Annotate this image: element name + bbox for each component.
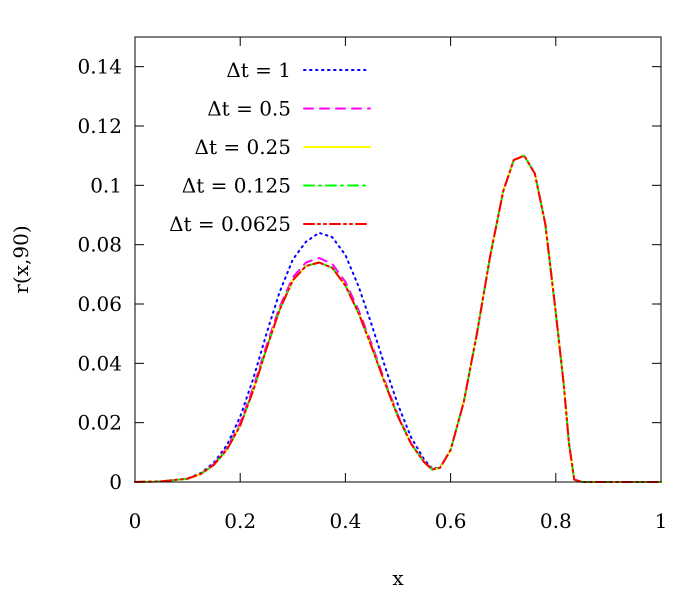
y-axis-label: r(x,90): [9, 225, 33, 293]
series-line-5: [134, 154, 662, 483]
x-tick-label: 0.4: [329, 509, 361, 533]
legend-entry-4: Δt = 0.125: [182, 174, 371, 198]
legend-label: Δt = 1: [226, 58, 291, 82]
series-layer: [134, 154, 662, 483]
x-tick-label: 0.2: [224, 509, 256, 533]
tick-labels: 0 0.2 0.4 0.6 0.8 1 0 0.02 0.04 0.06 0.08 0.1 0.12 0.…: [77, 55, 667, 533]
legend-label: Δt = 0.5: [207, 97, 291, 121]
y-tick-label: 0.08: [77, 233, 122, 257]
legend-entry-3: Δt = 0.25: [195, 135, 371, 159]
legend-label: Δt = 0.0625: [169, 212, 291, 236]
y-tick-label: 0.14: [77, 55, 122, 79]
legend-entry-2: Δt = 0.5: [207, 97, 371, 121]
x-tick-label: 0: [129, 509, 142, 533]
x-tick-label: 0.8: [540, 509, 572, 533]
y-tick-label: 0.04: [77, 351, 122, 375]
legend: Δt = 1 Δt = 0.5 Δt = 0.25 Δt = 0.125 Δt = 0.…: [169, 58, 371, 236]
y-tick-label: 0.02: [77, 411, 122, 435]
plot-frame: [134, 36, 662, 483]
legend-label: Δt = 0.25: [195, 135, 291, 159]
x-axis-label: x: [392, 566, 404, 590]
legend-entry-1: Δt = 1: [226, 58, 371, 82]
y-tick-label: 0.1: [90, 173, 122, 197]
y-tick-label: 0.12: [77, 114, 122, 138]
tick-marks: [134, 37, 662, 483]
x-tick-label: 1: [655, 509, 668, 533]
legend-entry-5: Δt = 0.0625: [169, 212, 371, 236]
y-tick-label: 0.06: [77, 292, 122, 316]
series-line-2: [134, 154, 662, 483]
x-tick-label: 0.6: [435, 509, 467, 533]
series-line-3: [134, 154, 662, 483]
series-line-4: [134, 154, 662, 483]
series-line-1: [134, 154, 662, 483]
legend-label: Δt = 0.125: [182, 174, 291, 198]
y-tick-label: 0: [109, 470, 122, 494]
